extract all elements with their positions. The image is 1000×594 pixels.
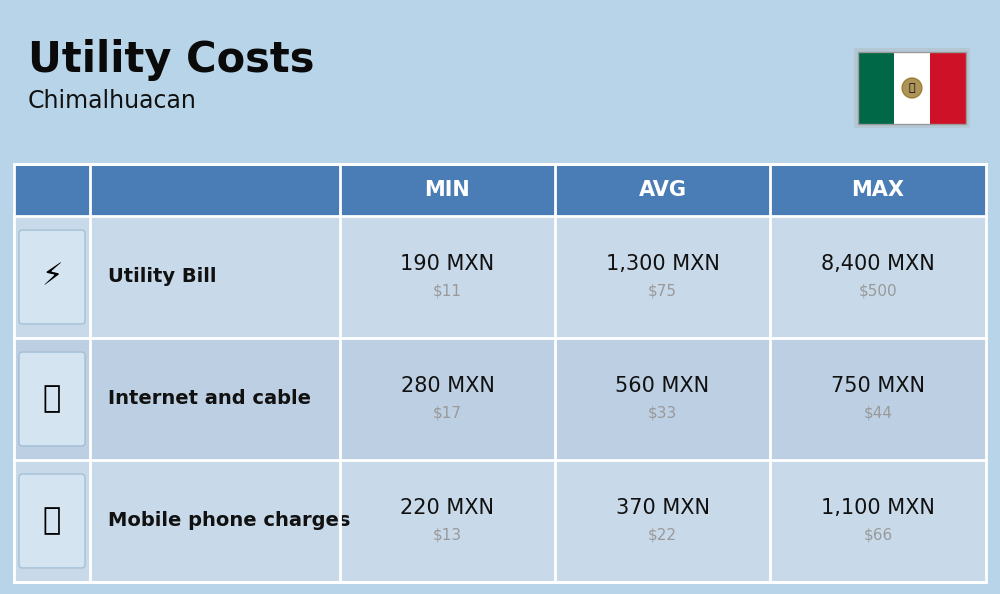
Text: MAX: MAX xyxy=(852,180,904,200)
Text: 370 MXN: 370 MXN xyxy=(616,498,710,518)
Bar xyxy=(14,338,986,460)
FancyBboxPatch shape xyxy=(19,230,85,324)
FancyBboxPatch shape xyxy=(854,48,970,128)
Text: MIN: MIN xyxy=(425,180,470,200)
Bar xyxy=(14,460,986,582)
Text: $17: $17 xyxy=(433,406,462,421)
Text: 750 MXN: 750 MXN xyxy=(831,376,925,396)
Bar xyxy=(14,164,986,582)
Text: 280 MXN: 280 MXN xyxy=(401,376,494,396)
Bar xyxy=(14,460,90,582)
Text: AVG: AVG xyxy=(639,180,686,200)
Text: 8,400 MXN: 8,400 MXN xyxy=(821,254,935,274)
Bar xyxy=(14,164,986,216)
Text: ⚡: ⚡ xyxy=(41,263,63,292)
Bar xyxy=(858,52,966,124)
FancyBboxPatch shape xyxy=(19,474,85,568)
Text: 190 MXN: 190 MXN xyxy=(400,254,495,274)
Text: 1,300 MXN: 1,300 MXN xyxy=(606,254,719,274)
Bar xyxy=(14,338,90,460)
Text: 560 MXN: 560 MXN xyxy=(615,376,710,396)
Text: 🦅: 🦅 xyxy=(909,83,915,93)
Text: Utility Costs: Utility Costs xyxy=(28,39,314,81)
Bar xyxy=(14,216,90,338)
Text: $66: $66 xyxy=(863,527,893,542)
Bar xyxy=(930,52,966,124)
Text: $75: $75 xyxy=(648,283,677,299)
Text: $44: $44 xyxy=(864,406,893,421)
Text: Internet and cable: Internet and cable xyxy=(108,390,311,409)
Bar xyxy=(894,52,930,124)
Text: $11: $11 xyxy=(433,283,462,299)
FancyBboxPatch shape xyxy=(19,352,85,446)
Bar xyxy=(14,216,986,338)
Text: 1,100 MXN: 1,100 MXN xyxy=(821,498,935,518)
Text: $22: $22 xyxy=(648,527,677,542)
Text: 📶: 📶 xyxy=(43,384,61,413)
Text: $13: $13 xyxy=(433,527,462,542)
Text: Mobile phone charges: Mobile phone charges xyxy=(108,511,350,530)
Text: $33: $33 xyxy=(648,406,677,421)
Circle shape xyxy=(902,78,922,98)
Bar xyxy=(858,52,894,124)
Text: $500: $500 xyxy=(859,283,897,299)
Text: 220 MXN: 220 MXN xyxy=(400,498,494,518)
Text: Chimalhuacan: Chimalhuacan xyxy=(28,89,197,113)
Text: 📱: 📱 xyxy=(43,507,61,536)
Text: Utility Bill: Utility Bill xyxy=(108,267,216,286)
